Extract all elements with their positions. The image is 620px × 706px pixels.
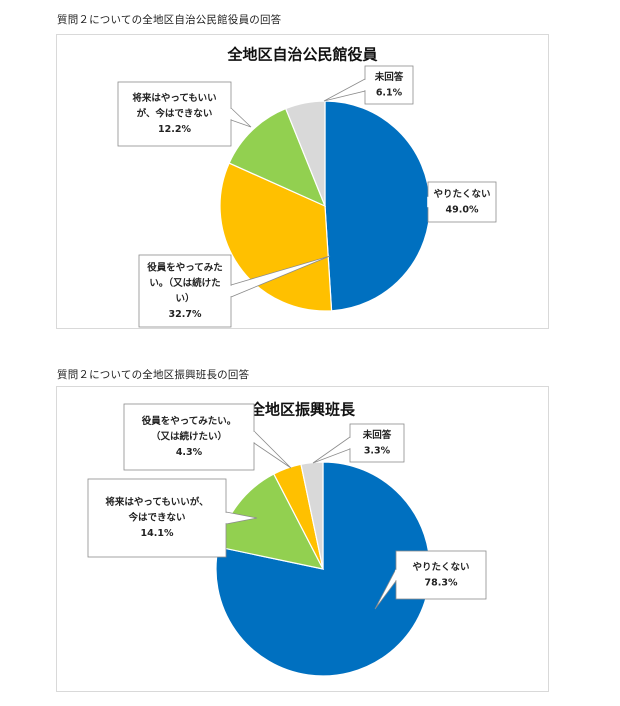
chart2-category-label-1: やりたくない	[412, 562, 469, 573]
chart1-category-label-2: 役員をやってみた	[146, 261, 223, 273]
chart2-category-label-3: 役員をやってみたい。	[141, 415, 237, 427]
chart2-callout-box	[123, 403, 255, 471]
chart2-area: 全地区振興班長やりたくない 78.3% 将来はやってもいいが、 今はできない 14.1%…	[56, 386, 549, 692]
chart2-callout-box	[395, 550, 487, 600]
chart2-slice-4	[300, 461, 324, 570]
chart1-callout-4: 未回答 6.1%	[323, 65, 414, 105]
chart2-category-label-2: 今はできない	[127, 512, 185, 524]
chart1-category-label-3: が、今はできない	[137, 108, 213, 120]
chart1-callout-2: 役員をやってみたい。（又は続けたい） 32.7%	[138, 254, 331, 328]
chart2-value-label-2: 14.1%	[141, 528, 174, 539]
chart2-category-label-4: 未回答	[362, 429, 392, 441]
chart2-category-label-2: 将来はやってもいいが、	[105, 496, 208, 508]
chart2-category-label-3: （又は続けたい）	[151, 431, 227, 443]
chart2-callout-pointer	[253, 430, 292, 469]
chart1-value-label-2: 32.7%	[169, 309, 202, 320]
chart2-callout-4: 未回答 3.3%	[312, 423, 405, 464]
chart1-category-label-4: 未回答	[374, 71, 404, 83]
chart2-callout-box	[87, 478, 227, 558]
chart1-callout-pointer	[323, 78, 366, 102]
chart1-category-label-3: 将来はやってもいい	[132, 92, 216, 104]
chart2-callout-pointer	[312, 436, 351, 464]
chart1-caption: 質問２についての全地区自治公民館役員の回答	[57, 14, 282, 26]
chart2-value-label-1: 78.3%	[425, 577, 458, 588]
chart2-title: 全地区振興班長	[249, 401, 356, 419]
chart1-category-label-2: い。（又は続けた	[149, 277, 220, 289]
chart2-callout-1: やりたくない 78.3%	[374, 550, 487, 610]
chart1-callout-pointer	[230, 107, 252, 128]
chart1-value-label-1: 49.0%	[446, 204, 479, 215]
chart2-value-label-4: 3.3%	[364, 445, 391, 456]
chart1-callout-box	[117, 81, 232, 147]
chart1-callout-box	[364, 65, 414, 105]
chart2-callout-2: 将来はやってもいいが、今はできない 14.1%	[87, 478, 258, 558]
chart1-value-label-4: 6.1%	[376, 87, 403, 98]
chart1-category-label-1: やりたくない	[433, 189, 490, 200]
chart1-callout-1: やりたくない 49.0%	[427, 181, 497, 223]
chart2-callout-box	[349, 423, 405, 463]
chart1-slice-2	[219, 162, 333, 312]
chart1-slice-3	[228, 107, 327, 208]
chart2-value-label-3: 4.3%	[176, 447, 203, 458]
chart1-value-label-3: 12.2%	[158, 124, 191, 135]
chart1-title: 全地区自治公民館役員	[226, 46, 377, 64]
chart1-callout-box	[138, 254, 232, 328]
chart1-callout-3: 将来はやってもいいが、今はできない 12.2%	[117, 81, 252, 147]
chart1-slice-1	[324, 100, 431, 312]
chart2-caption: 質問２についての全地区振興班長の回答	[57, 369, 250, 381]
chart1-area: 全地区自治公民館役員やりたくない 49.0% 役員をやってみた い。（又は続けた い） 3…	[56, 34, 549, 329]
chart1-category-label-2: い）	[175, 292, 194, 304]
chart2-callout-3: 役員をやってみたい。 （又は続けたい） 4.3%	[123, 403, 292, 471]
